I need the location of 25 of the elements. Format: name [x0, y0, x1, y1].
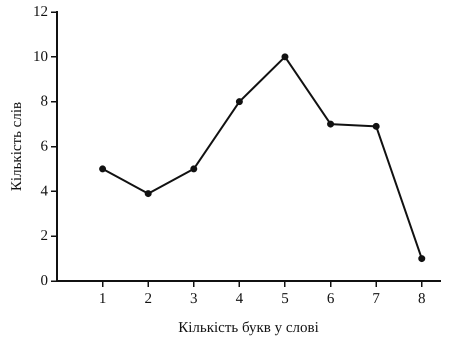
point	[418, 255, 426, 262]
x-tick-label: 4	[236, 290, 244, 307]
point	[99, 165, 106, 172]
point	[190, 165, 198, 172]
y-tick-label: 0	[40, 272, 48, 289]
y-tick-label: 10	[33, 48, 48, 65]
x-axis-title: Кількість букв у слові	[178, 320, 319, 336]
x-tick-label: 5	[281, 290, 289, 307]
y-tick-label: 2	[40, 228, 48, 244]
point	[144, 190, 152, 198]
y-tick-label: 12	[33, 4, 48, 20]
y-tick-label: 6	[40, 138, 48, 154]
y-tick-label: 4	[40, 183, 48, 200]
x-tick-label: 3	[190, 290, 198, 307]
x-tick-label: 8	[418, 290, 426, 307]
y-tick-label: 8	[40, 94, 48, 110]
x-tick-label: 1	[98, 290, 106, 307]
x-tick-label: 7	[372, 290, 380, 307]
x-tick-label: 6	[326, 290, 335, 307]
point	[281, 53, 288, 60]
point	[372, 122, 380, 130]
y-axis-title: Кількість слів	[8, 102, 25, 192]
x-tick-label: 2	[144, 290, 152, 307]
point	[236, 98, 243, 106]
point	[327, 120, 334, 128]
